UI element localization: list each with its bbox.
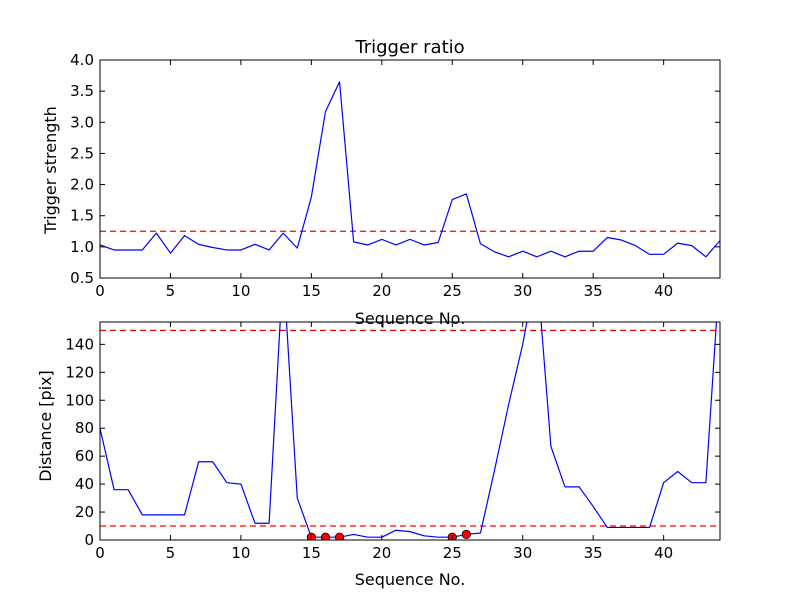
bottom-chart-ytick-label: 20 (75, 503, 94, 521)
bottom-chart-xtick-label: 25 (443, 544, 462, 562)
bottom-chart-ylabel: Distance [pix] (36, 370, 55, 482)
top-chart-xtick-label: 35 (584, 282, 603, 300)
top-chart-xtick-label: 15 (302, 282, 321, 300)
top-chart-frame (99, 59, 721, 279)
top-chart-xtick-label: 0 (95, 282, 105, 300)
top-chart-xtick-label: 25 (443, 282, 462, 300)
top-chart-ytick-label: 3.0 (70, 113, 94, 131)
bottom-chart-xtick-label: 30 (513, 544, 532, 562)
bottom-chart-xtick-label: 10 (231, 544, 250, 562)
bottom-chart: 0 5 10 15 20 25 30 35 40 0 20 40 60 80 100 120 140 (65, 321, 721, 562)
bottom-chart-ytick-label: 40 (75, 475, 94, 493)
top-chart-ylabel: Trigger strength (41, 106, 60, 235)
top-chart-series-line (100, 81, 720, 258)
top-chart-ytick-label: 3.5 (70, 82, 94, 100)
top-chart-ytick-label: 2.0 (70, 176, 94, 194)
bottom-chart-ytick-label: 0 (84, 531, 94, 549)
bottom-chart-xlabel: Sequence No. (355, 570, 466, 589)
bottom-chart-highlight-marker (320, 532, 331, 540)
bottom-chart-series-line (100, 322, 718, 538)
bottom-chart-ytick-label: 60 (75, 447, 94, 465)
bottom-chart-xtick-label: 40 (654, 544, 673, 562)
bottom-chart-ytick-label: 120 (65, 363, 94, 381)
bottom-chart-xtick-label: 20 (372, 544, 391, 562)
top-chart-ytick-label: 2.5 (70, 144, 94, 162)
top-chart-xtick-label: 30 (513, 282, 532, 300)
bottom-chart-xtick-label: 15 (302, 544, 321, 562)
top-chart-ytick-label: 0.5 (70, 269, 94, 287)
top-chart-ytick-label: 1.5 (70, 207, 94, 225)
top-chart-xtick-label: 5 (166, 282, 176, 300)
bottom-chart-highlight-marker (334, 532, 345, 540)
bottom-chart-frame (99, 321, 721, 541)
bottom-chart-highlight-marker (461, 529, 471, 540)
top-chart-ytick-label: 1.0 (70, 238, 94, 256)
top-chart-plot-area (100, 81, 720, 258)
top-chart-xlabel: Sequence No. (355, 309, 466, 328)
bottom-chart-xtick-label: 35 (584, 544, 603, 562)
top-chart-ytick-label: 4.0 (70, 51, 94, 69)
top-chart-xtick-label: 20 (372, 282, 391, 300)
bottom-chart-ytick-label: 80 (75, 419, 94, 437)
bottom-chart-xtick-label: 0 (95, 544, 105, 562)
top-chart: 0 5 10 15 20 25 30 35 40 0.5 1.0 1.5 2.0 2.5 3.0 3.5 4.0 (70, 51, 721, 300)
bottom-chart-xtick-label: 5 (166, 544, 176, 562)
top-chart-xtick-label: 10 (231, 282, 250, 300)
bottom-chart-ytick-label: 100 (65, 391, 94, 409)
top-chart-title: Trigger ratio (354, 37, 464, 58)
top-chart-xtick-label: 40 (654, 282, 673, 300)
bottom-chart-ytick-label: 140 (65, 335, 94, 353)
bottom-chart-plot-area (100, 322, 720, 540)
